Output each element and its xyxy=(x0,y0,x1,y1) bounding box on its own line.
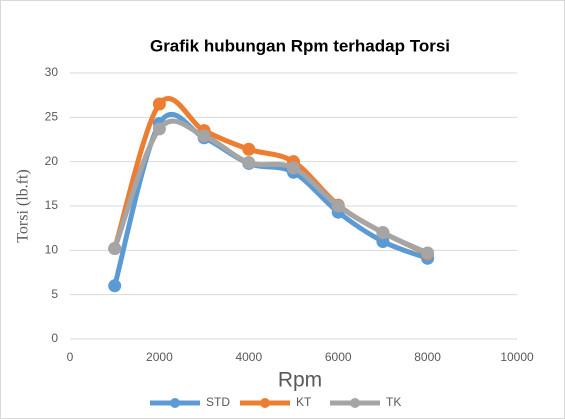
x-axis-label: Rpm xyxy=(278,369,322,392)
data-point xyxy=(152,97,166,111)
x-tick-label: 6000 xyxy=(325,350,352,364)
x-tick-label: 0 xyxy=(67,350,74,364)
data-point xyxy=(376,226,390,240)
data-point xyxy=(108,279,122,293)
legend-marker xyxy=(350,398,360,408)
x-tick-label: 4000 xyxy=(235,350,262,364)
data-point xyxy=(242,142,256,156)
data-point xyxy=(152,122,166,136)
y-tick-label: 30 xyxy=(45,65,59,79)
x-tick-label: 10000 xyxy=(500,350,534,364)
legend-marker xyxy=(260,398,270,408)
data-point xyxy=(242,156,256,170)
data-point xyxy=(331,199,345,213)
data-point xyxy=(421,246,435,260)
y-tick-label: 15 xyxy=(45,198,59,212)
y-tick-label: 25 xyxy=(45,110,59,124)
legend-label: STD xyxy=(206,395,230,409)
y-tick-label: 20 xyxy=(45,154,59,168)
chart-title: Grafik hubungan Rpm terhadap Torsi xyxy=(150,36,450,55)
legend-label: KT xyxy=(296,395,312,409)
y-tick-label: 5 xyxy=(51,287,58,301)
data-point xyxy=(108,242,122,256)
legend-label: TK xyxy=(386,395,401,409)
y-axis-label: Torsi (lb.ft) xyxy=(15,169,32,243)
y-tick-label: 0 xyxy=(51,331,58,345)
legend-marker xyxy=(170,398,180,408)
data-point xyxy=(197,129,211,143)
y-tick-label: 10 xyxy=(45,243,59,257)
x-tick-label: 2000 xyxy=(146,350,173,364)
data-point xyxy=(287,161,300,175)
x-tick-label: 8000 xyxy=(414,350,441,364)
